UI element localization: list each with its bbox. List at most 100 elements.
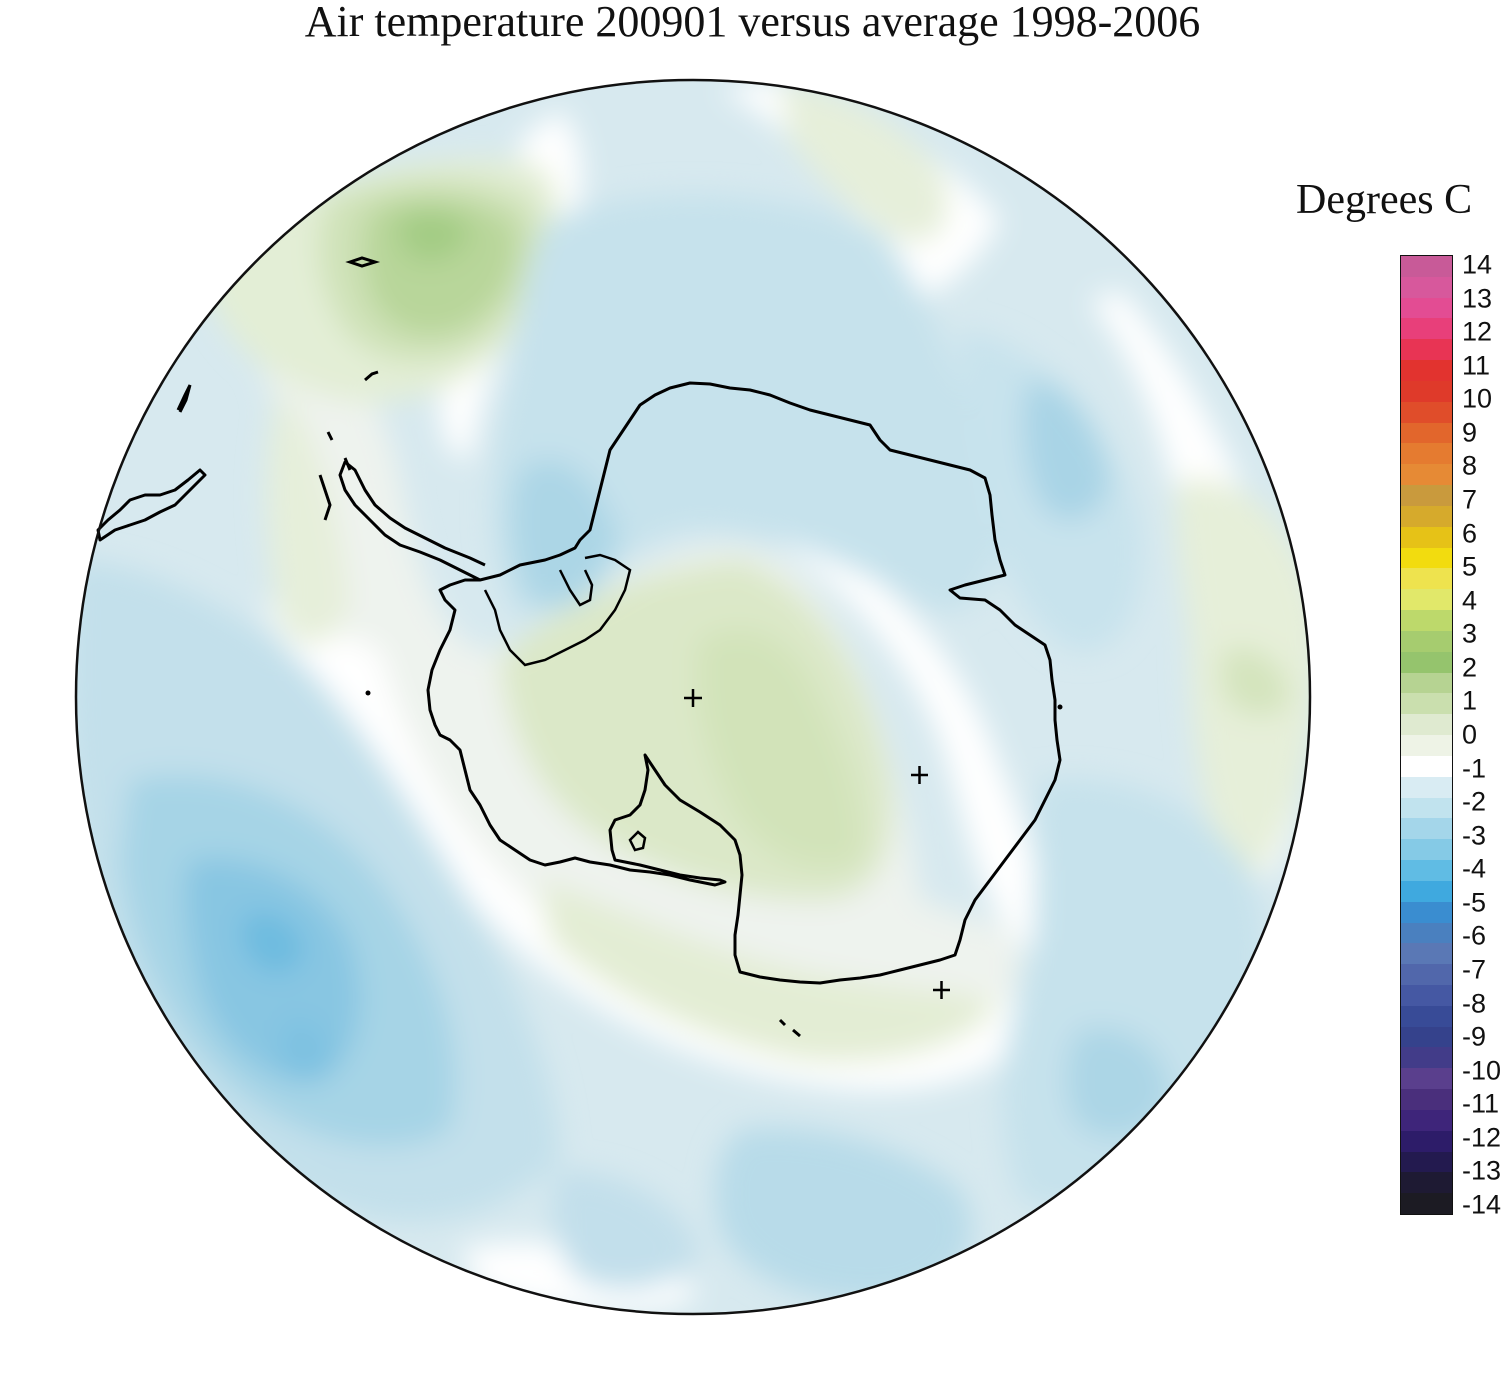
colorbar-segment [1401,610,1452,631]
colorbar-tick-label: -4 [1462,853,1487,884]
warm-peninsula [266,390,350,645]
colorbar-tick-label: -9 [1462,1021,1487,1052]
colorbar-segment [1401,401,1452,423]
map-disc-border [74,78,1312,1316]
colorbar-segment [1401,651,1452,673]
colorbar-tick-label: 1 [1462,685,1478,716]
colorbar-segment [1401,735,1452,756]
colorbar-tick-label: -11 [1462,1088,1500,1119]
colorbar-tick-label: -8 [1462,988,1487,1019]
ross-ice-shelf [628,830,647,852]
colorbar-tick-label: 4 [1462,585,1478,616]
colorbar-segment [1401,1193,1452,1215]
colorbar-segment [1401,360,1452,381]
colorbar-segment [1401,526,1452,548]
colorbar-segment [1401,901,1452,923]
colorbar-tick-label: 3 [1462,618,1478,649]
station-marker-coast [933,981,950,999]
weddell-ice-shelf [483,553,632,667]
colorbar-tick-label: 9 [1462,417,1478,448]
colorbar-segment [1401,339,1452,361]
colorbar-segment [1401,714,1452,736]
colorbar-ticks: 14 13 12 11 10 9 8 7 6 5 4 3 2 1 0 -1 -2 -3 -4 -5 -6 -7 -8 -9 -1… [1462,249,1505,1218]
colorbar [1400,255,1453,1215]
colorbar-segment [1401,1068,1452,1090]
cool-east-core [1022,380,1110,520]
colorbar-segment [1401,589,1452,611]
colorbar-tick-label: -6 [1462,920,1487,951]
colorbar-segment [1401,318,1452,340]
legend-title: Degrees C [1296,177,1473,223]
colorbar-tick-label: -14 [1462,1189,1502,1220]
colorbar-tick-label: 7 [1462,484,1478,515]
colorbar-segment [1401,422,1452,444]
colorbar-segment [1401,776,1452,798]
colorbar-tick-label: -10 [1462,1055,1502,1086]
cool-south-east-core [1065,1028,1170,1138]
colorbar-segment [1401,297,1452,319]
colorbar-segment [1401,443,1452,465]
cool-south-east [1001,778,1264,1208]
colorbar-segment [1401,276,1452,298]
colorbar-tick-label: -13 [1462,1155,1502,1186]
station-marker-dome [911,766,928,784]
colorbar-tick-label: 6 [1462,518,1478,549]
station-markers [684,689,950,999]
peter-island [365,690,371,696]
colorbar-segment [1401,256,1452,277]
colorbar-tick-label: 8 [1462,450,1478,481]
colorbar-segment [1401,693,1452,715]
antarctic-peninsula [338,460,486,582]
cool-south-2 [551,1170,700,1290]
colorbar-segment [1401,505,1452,527]
station-marker-pole [684,689,702,707]
colorbar-tick-label: -3 [1462,820,1487,851]
white-band-east [740,510,1046,960]
colorbar-segment [1401,630,1452,652]
colorbar-segment [1401,943,1452,965]
balleny-islands [778,1018,801,1038]
warm-north-east [780,80,948,242]
peninsula-islands [318,431,352,521]
colorbar-tick-label: 12 [1462,316,1493,347]
colorbar-segment [1401,1109,1452,1131]
colorbar-tick-label: -12 [1462,1122,1502,1153]
colorbar-segment [1401,1151,1452,1173]
cool-weddell [492,194,998,621]
tierra-del-fuego-east [176,384,192,413]
colorbar-segment [1401,880,1452,902]
antarctica-coastline [426,381,1062,985]
colorbar-segment [1401,1172,1452,1194]
colorbar-segment [1401,568,1452,590]
colorbar-segment [1401,547,1452,569]
colorbar-segment [1401,964,1452,985]
colorbar-tick-label: 10 [1462,383,1493,414]
colorbar-tick-label: 0 [1462,719,1478,750]
colorbar-segment [1401,755,1452,777]
south-georgia [364,370,379,382]
colorbar-segment [1401,797,1452,819]
south-america-tip [96,468,207,542]
colorbar-segment [1401,380,1452,402]
map-title: Air temperature 200901 versus average 19… [304,0,1201,46]
colorbar-segment [1401,860,1452,881]
colorbar-segment [1401,464,1452,486]
warm-ross-shelf [540,880,1000,1062]
warm-south-atlantic-4 [398,210,470,262]
east-islet [1057,704,1063,710]
colorbar-segment [1401,839,1452,861]
colorbar-segment [1401,1047,1452,1069]
colorbar-tick-label: -7 [1462,954,1487,985]
cool-west-pacific-core-2 [280,1019,331,1083]
colorbar-segment [1401,984,1452,1006]
colorbar-tick-label: 2 [1462,652,1478,683]
colorbar-segment [1401,485,1452,506]
colorbar-tick-label: 14 [1462,249,1493,280]
colorbar-segment [1401,672,1452,694]
warm-east-antarctica-core [697,629,863,868]
cool-west-pacific-core [241,912,305,974]
colorbar-tick-label: -1 [1462,753,1487,784]
colorbar-segment [1401,1089,1452,1110]
colorbar-segment [1401,1005,1452,1027]
